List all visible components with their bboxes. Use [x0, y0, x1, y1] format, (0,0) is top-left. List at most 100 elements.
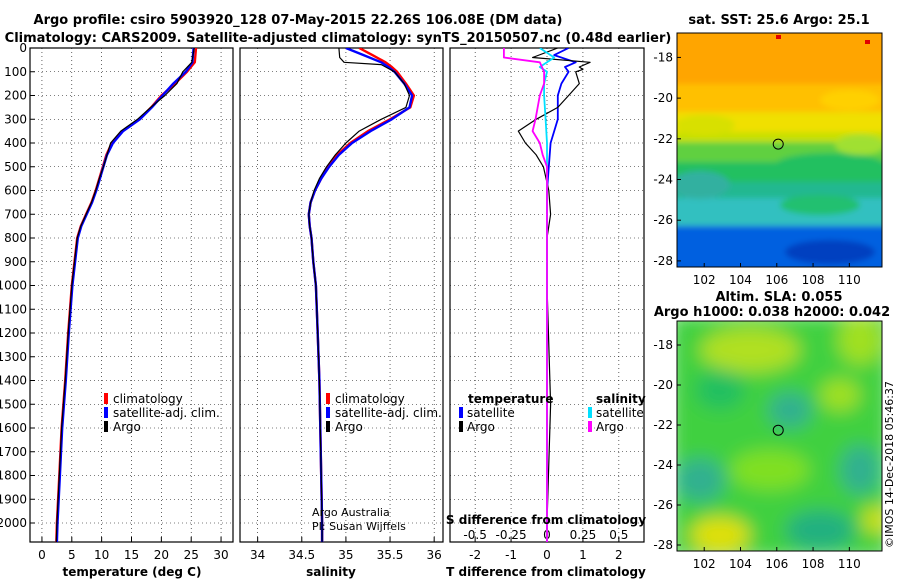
legend-label-s-argo: Argo — [596, 420, 624, 434]
y-tick-label: 400 — [4, 136, 27, 150]
y-tick-label: 200 — [4, 89, 27, 103]
sst-map: sat. SST: 25.6 Argo: 25.1 — [653, 13, 883, 287]
y-tick-label: 300 — [4, 112, 27, 126]
top-x-tick-label: 0.25 — [570, 528, 597, 542]
difference-xlabel: T difference from climatology — [446, 565, 646, 579]
series-line-argo — [308, 48, 411, 542]
difference-panel: -2 -1 0 1 2 -0.5 -0.25 0 0.25 0.5 T difference f… — [446, 47, 646, 579]
y-tick-label: 1500 — [0, 397, 27, 411]
legend-label-argo: Argo — [113, 420, 141, 434]
map-x-tick-label: 106 — [765, 557, 788, 571]
x-tick-label: 35.5 — [377, 548, 404, 562]
legend-swatch-argo — [104, 421, 108, 432]
legend-label-climatology: climatology — [335, 392, 405, 406]
y-tick-label: 600 — [4, 184, 27, 198]
x-tick-label: -1 — [505, 548, 517, 562]
x-tick-label: 30 — [213, 548, 228, 562]
sla-map-title-line1: Altim. SLA: 0.055 — [716, 290, 843, 305]
x-tick-label: 25 — [184, 548, 199, 562]
y-tick-label: 1700 — [0, 445, 27, 459]
map-y-tick-label: -28 — [653, 254, 673, 268]
map-y-tick-label: -24 — [653, 458, 673, 472]
map-y-tick-label: -18 — [653, 338, 673, 352]
sla-map-title-line2: Argo h1000: 0.038 h2000: 0.042 — [654, 305, 890, 320]
legend-label-climatology: climatology — [113, 392, 183, 406]
map-x-tick-label: 110 — [838, 557, 861, 571]
top-x-tick-label: 0.5 — [609, 528, 628, 542]
map-x-tick-label: 102 — [693, 273, 716, 287]
figure-title-line1: Argo profile: csiro 5903920_128 07-May-2… — [34, 13, 563, 28]
map-x-tick-label: 104 — [729, 273, 752, 287]
legend-swatch-satellite — [326, 407, 330, 418]
legend-swatch-t-satellite — [459, 407, 463, 418]
salinity-legend: climatology satellite-adj. clim. Argo — [326, 392, 442, 434]
map-y-tick-label: -22 — [653, 418, 673, 432]
top-x-tick-label: -0.25 — [496, 528, 527, 542]
legend-salinity-heading: salinity — [596, 392, 646, 406]
legend-label-argo: Argo — [335, 420, 363, 434]
legend-label-s-satellite: satellite — [596, 406, 644, 420]
y-tick-label: 2000 — [0, 516, 27, 530]
temperature-xlabel: temperature (deg C) — [63, 565, 202, 579]
x-tick-label: -2 — [469, 548, 481, 562]
y-tick-label: 1600 — [0, 421, 27, 435]
x-tick-label: 35 — [338, 548, 353, 562]
map-x-tick-label: 108 — [802, 273, 825, 287]
y-tick-label: 800 — [4, 231, 27, 245]
y-tick-label: 500 — [4, 160, 27, 174]
x-tick-label: 0 — [543, 548, 551, 562]
argo-float-marker — [772, 138, 784, 150]
legend-swatch-s-argo — [588, 421, 592, 432]
temperature-panel: 0100200300400500600700800900100011001200… — [0, 41, 234, 579]
legend-label-t-satellite: satellite — [467, 406, 515, 420]
x-tick-label: 34.5 — [288, 548, 315, 562]
legend-label-t-argo: Argo — [467, 420, 495, 434]
map-y-tick-label: -28 — [653, 538, 673, 552]
y-tick-label: 1200 — [0, 326, 27, 340]
legend-swatch-t-argo — [459, 421, 463, 432]
x-tick-label: 15 — [124, 548, 139, 562]
y-tick-label: 1300 — [0, 350, 27, 364]
figure-title-line2: Climatology: CARS2009. Satellite-adjuste… — [5, 31, 672, 46]
x-tick-label: 1 — [579, 548, 587, 562]
legend-label-satellite: satellite-adj. clim. — [113, 406, 220, 420]
sst-map-title: sat. SST: 25.6 Argo: 25.1 — [688, 13, 869, 28]
y-tick-label: 1100 — [0, 302, 27, 316]
map-y-tick-label: -24 — [653, 173, 673, 187]
map-x-tick-label: 104 — [729, 557, 752, 571]
series-line-s-argo — [502, 48, 548, 542]
legend-swatch-s-satellite — [588, 407, 592, 418]
x-tick-label: 5 — [68, 548, 76, 562]
x-tick-label: 34 — [250, 548, 265, 562]
sla-map: Altim. SLA: 0.055 Argo h1000: 0.038 h200… — [653, 290, 890, 571]
credit-argo-australia: Argo Australia — [312, 506, 390, 519]
map-y-tick-label: -26 — [653, 498, 673, 512]
salinity-panel: 34 34.5 35 35.5 36 salinity climatology sate… — [239, 47, 444, 579]
y-tick-label: 900 — [4, 255, 27, 269]
y-tick-label: 1000 — [0, 279, 27, 293]
map-x-tick-label: 108 — [802, 557, 825, 571]
temperature-legend: climatology satellite-adj. clim. Argo — [104, 392, 220, 434]
y-tick-label: 100 — [4, 65, 27, 79]
x-tick-label: 2 — [615, 548, 623, 562]
temperature-frame — [29, 47, 234, 543]
legend-swatch-satellite — [104, 407, 108, 418]
x-tick-label: 36 — [427, 548, 442, 562]
x-tick-label: 10 — [94, 548, 109, 562]
y-tick-label: 1400 — [0, 374, 27, 388]
legend-label-satellite: satellite-adj. clim. — [335, 406, 442, 420]
map-y-tick-label: -18 — [653, 50, 673, 64]
map-y-tick-label: -20 — [653, 378, 673, 392]
x-tick-label: 0 — [38, 548, 46, 562]
y-tick-label: 0 — [19, 41, 27, 55]
y-tick-label: 1800 — [0, 469, 27, 483]
difference-legend: temperature satellite Argo salinity sate… — [459, 392, 646, 434]
sla-map-frame — [676, 320, 883, 552]
credit-pi: PI: Susan Wijffels — [312, 520, 406, 533]
imos-stamp: ©IMOS 14-Dec-2018 05:46:37 — [883, 381, 896, 548]
legend-temperature-heading: temperature — [468, 392, 553, 406]
argo-float-marker — [772, 424, 784, 436]
map-y-tick-label: -20 — [653, 91, 673, 105]
map-y-tick-label: -22 — [653, 132, 673, 146]
